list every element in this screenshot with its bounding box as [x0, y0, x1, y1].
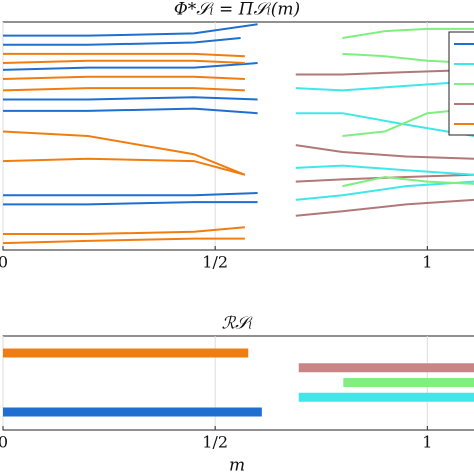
curve — [295, 173, 474, 183]
curve — [295, 180, 474, 201]
curve — [2, 130, 246, 176]
curve — [2, 157, 246, 176]
curve — [342, 27, 474, 39]
chart-title: Φ*𝒮ₗ = Π𝒮ₗ(m) — [174, 0, 300, 20]
curve — [295, 68, 474, 76]
curve — [3, 23, 258, 37]
x-tick-label: 1/2 — [202, 433, 228, 452]
x-tick-label: 1 — [422, 253, 432, 272]
curve — [3, 192, 258, 197]
curve — [2, 62, 258, 71]
curve — [3, 96, 258, 101]
curve — [3, 107, 258, 115]
x-tick-label: 0 — [0, 253, 8, 272]
curve — [295, 198, 474, 217]
curve — [3, 226, 245, 236]
legend-box — [448, 31, 474, 136]
curve — [295, 80, 474, 92]
curve — [295, 144, 474, 160]
curve — [2, 75, 245, 80]
chart-title: ℛ𝒮ₗ — [222, 314, 254, 334]
curve — [342, 176, 474, 188]
x-tick-label: 1 — [422, 433, 432, 452]
x-axis-label: m — [229, 456, 245, 474]
curve — [2, 237, 245, 245]
curve — [3, 201, 258, 206]
curve — [295, 164, 474, 176]
x-tick-label: 1/2 — [202, 253, 228, 272]
curve — [2, 59, 245, 65]
curve — [2, 87, 245, 92]
curve — [3, 52, 245, 58]
curve — [295, 112, 474, 137]
x-tick-label: 0 — [0, 433, 8, 452]
curve — [3, 36, 241, 46]
